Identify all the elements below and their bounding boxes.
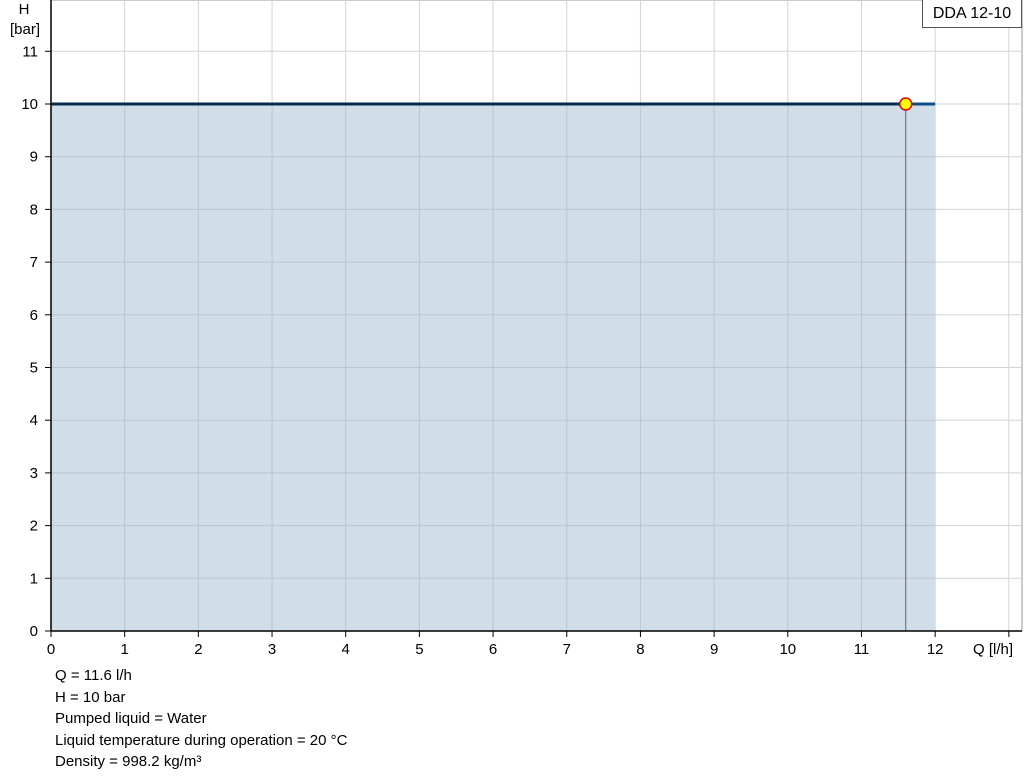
operating-info: Q = 11.6 l/h H = 10 bar Pumped liquid = … [55,665,347,773]
y-tick-label: 11 [22,43,38,60]
y-tick-label: 7 [30,254,38,271]
info-liquid: Pumped liquid = Water [55,710,207,727]
y-tick-label: 10 [21,96,38,113]
y-tick-label: 4 [30,412,38,429]
info-h: H = 10 bar [55,688,126,706]
y-tick-label: 3 [30,465,38,482]
info-q: Q = 11.6 l/h [55,667,132,684]
x-tick-label: 9 [710,641,718,658]
x-tick-label: 1 [121,641,129,658]
operating-point-marker [898,97,913,111]
y-axis-label-unit: [bar] [10,21,40,38]
y-tick-label: 9 [30,149,38,166]
y-tick-label: 8 [30,201,38,218]
duty-area [51,104,936,632]
x-tick-label: 0 [47,641,55,658]
y-tick-label: 6 [30,307,38,324]
x-tick-label: 10 [779,641,796,658]
curve-lines [51,97,936,631]
axes [45,0,1022,637]
x-tick-label: 7 [563,641,571,658]
legend-label: DDA 12-10 [932,5,1012,22]
y-tick-label: 5 [30,360,38,377]
x-tick-label: 2 [194,641,202,658]
x-tick-label: 5 [415,641,423,658]
info-temperature: Liquid temperature during operation = 20… [55,731,348,749]
y-axis-label-h: H [19,1,30,18]
info-density: Density = 998.2 kg/m³ [55,753,202,770]
legend-box: DDA 12-10 [922,0,1022,28]
x-tick-label: 4 [342,641,350,658]
x-tick-label: 12 [927,641,944,658]
y-tick-label: 2 [30,518,38,535]
x-tick-label: 3 [268,641,276,658]
y-tick-label: 1 [30,570,38,587]
x-tick-label: 11 [854,641,870,658]
y-tick-label: 0 [30,623,38,640]
x-tick-label: 6 [489,641,497,658]
x-tick-label: 8 [636,641,644,658]
x-axis-label: Q [l/h] [973,641,1013,658]
